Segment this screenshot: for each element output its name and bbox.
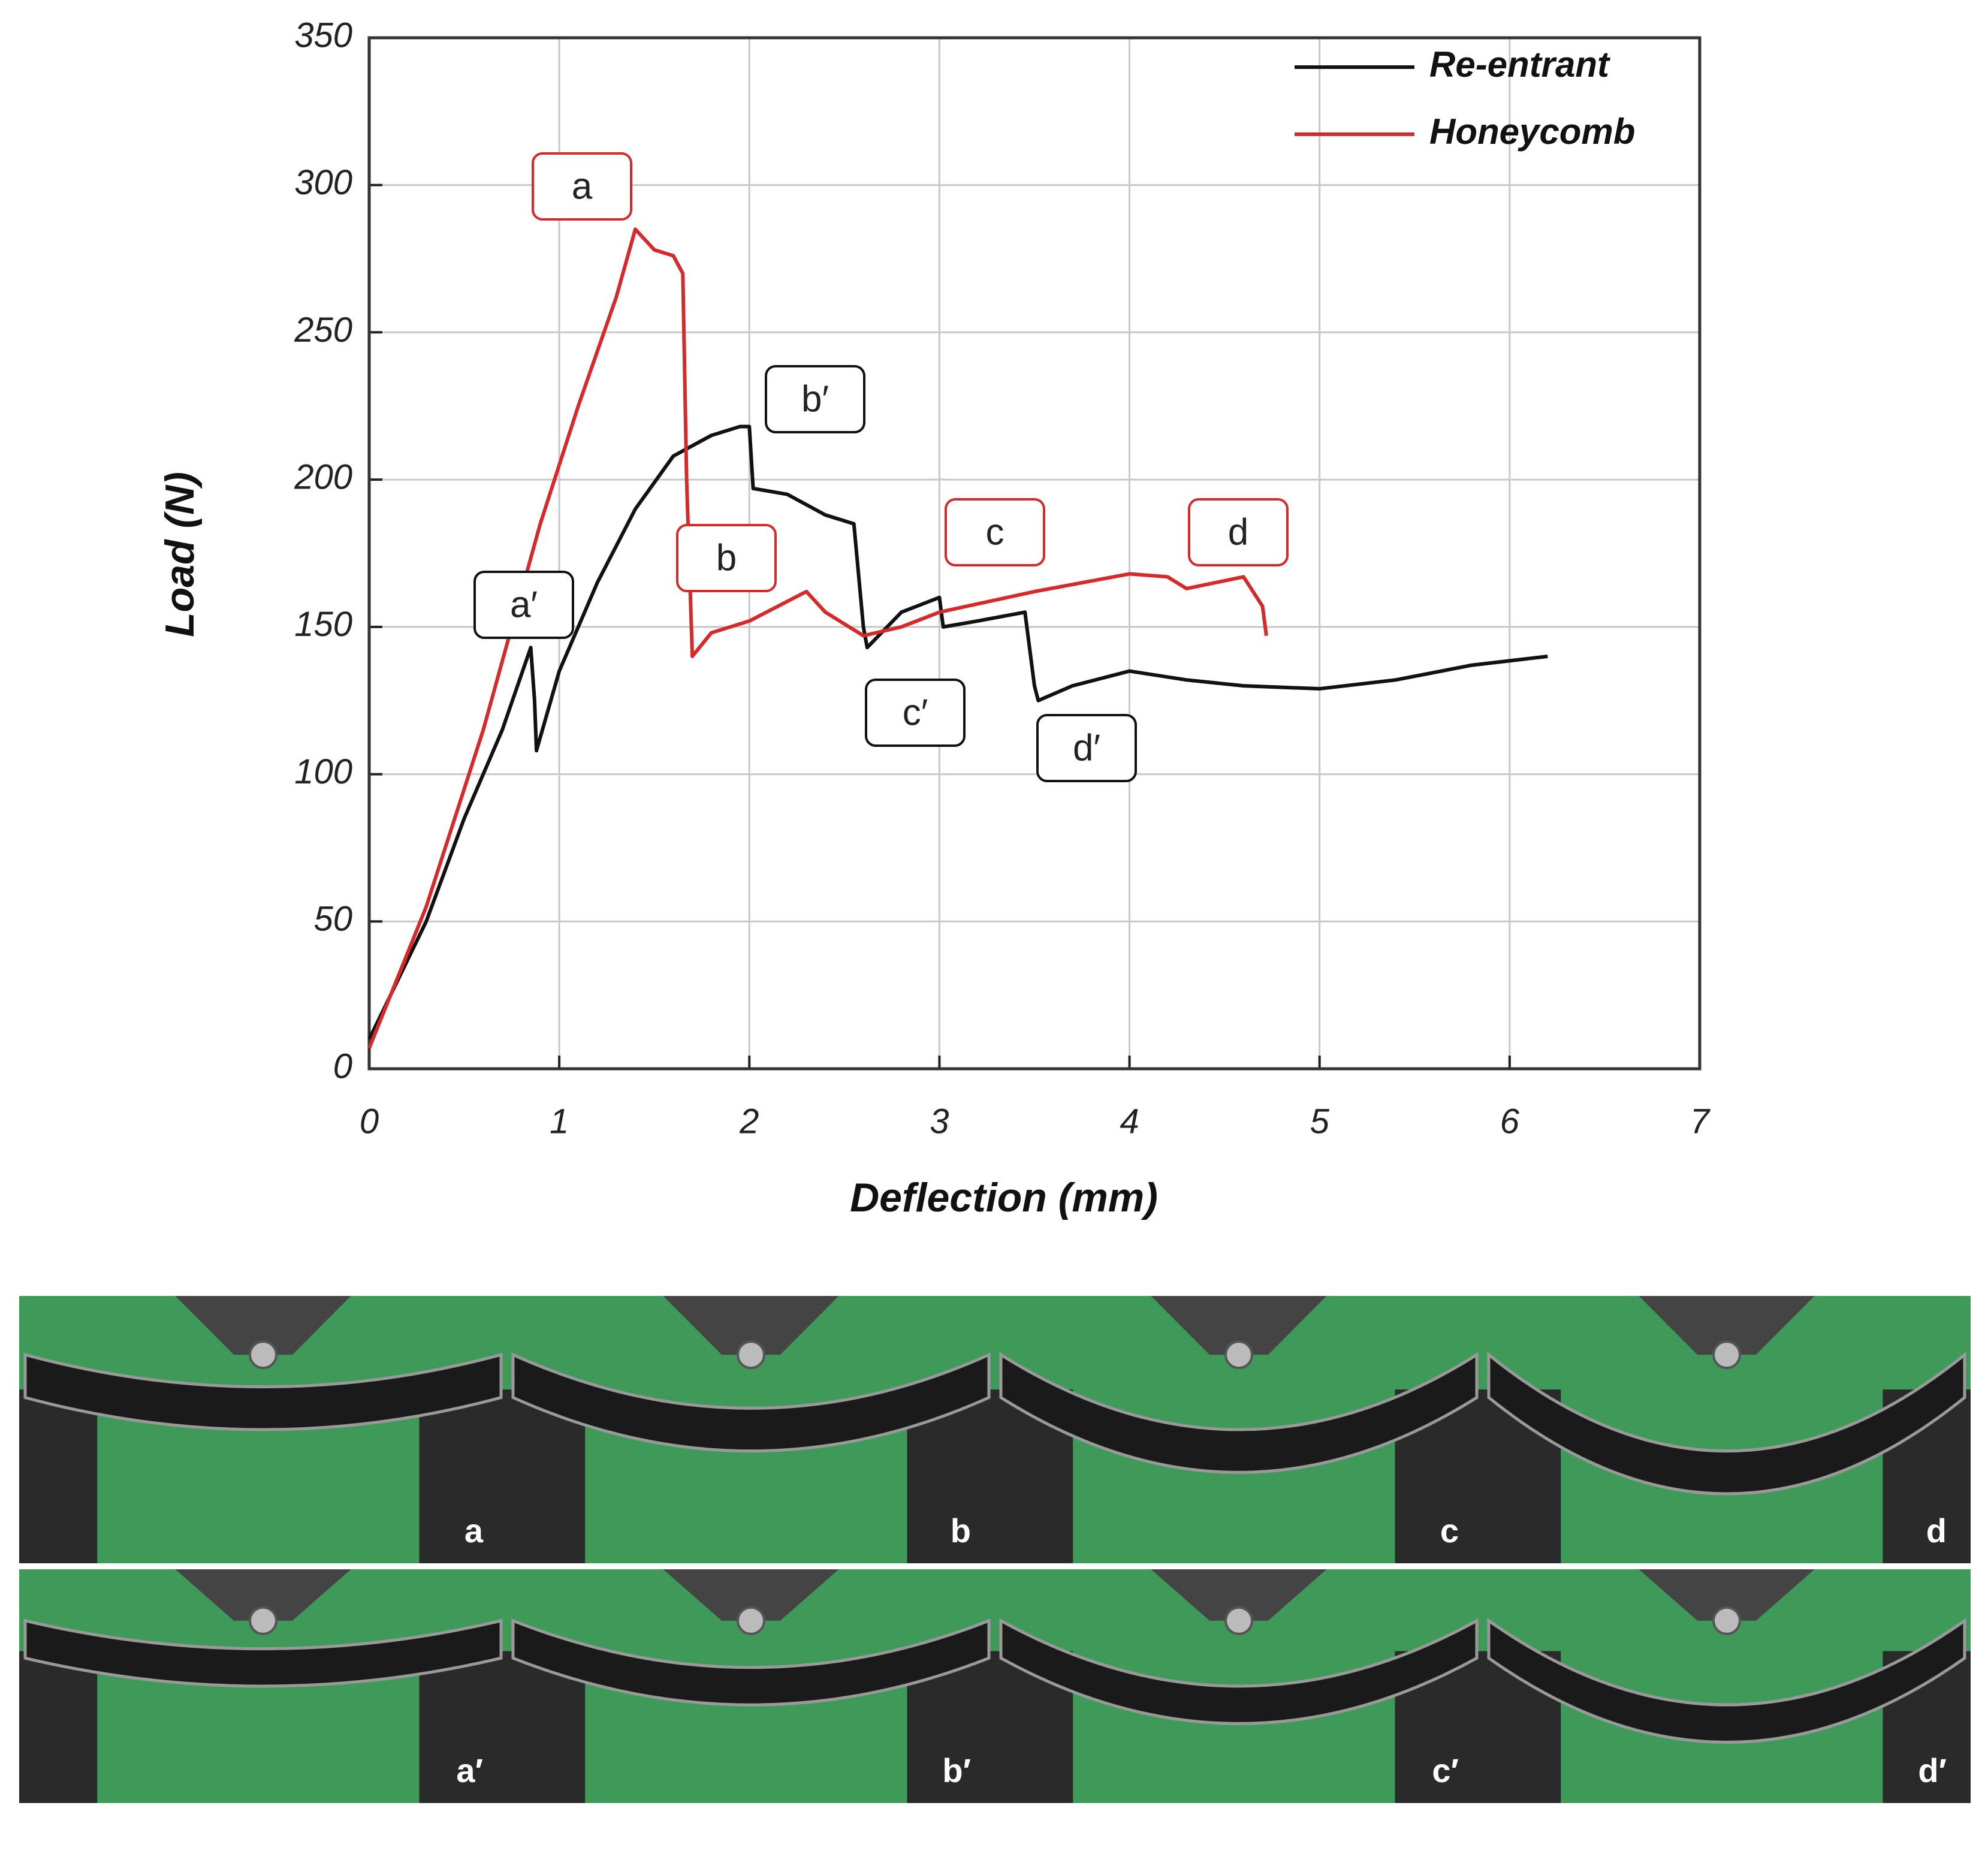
fixture-right — [419, 1389, 507, 1563]
specimen — [999, 1352, 1479, 1474]
y-tick-label: 300 — [294, 163, 352, 202]
photo-label: c — [1440, 1512, 1459, 1549]
y-tick-label: 100 — [294, 752, 352, 791]
indenter — [1639, 1296, 1815, 1355]
photo: a′ — [19, 1569, 507, 1803]
y-tick-label: 0 — [333, 1047, 352, 1086]
annotation: d′ — [1073, 727, 1100, 768]
annotation-box — [1036, 714, 1137, 782]
pin — [737, 1340, 765, 1370]
annotation-box — [473, 571, 574, 639]
photo-label: a — [464, 1512, 484, 1549]
pin — [1224, 1340, 1253, 1370]
photo: d′ — [1483, 1569, 1971, 1803]
y-tick-label: 250 — [294, 310, 352, 349]
y-tick-label: 150 — [294, 605, 352, 644]
specimen — [1487, 1617, 1966, 1744]
line — [367, 227, 1268, 1049]
annotation: d — [1228, 511, 1248, 553]
annotation: c — [986, 511, 1004, 553]
photo: c′ — [995, 1569, 1483, 1803]
specimen — [23, 1352, 503, 1431]
pin — [249, 1606, 277, 1635]
indenter — [663, 1296, 839, 1355]
x-tick-label: 5 — [1310, 1102, 1330, 1141]
legend-label: Honeycomb — [1429, 111, 1635, 152]
photo: b — [507, 1296, 995, 1563]
x-tick-label: 6 — [1500, 1102, 1520, 1141]
annotation-box — [765, 365, 865, 433]
photo: a — [19, 1296, 507, 1563]
photo: d — [1483, 1296, 1971, 1563]
photo-label: a′ — [456, 1752, 483, 1789]
annotation-box — [945, 498, 1045, 566]
indenter — [1639, 1569, 1815, 1621]
annotation: b′ — [801, 378, 829, 420]
specimen — [511, 1352, 991, 1453]
pin — [1712, 1340, 1741, 1370]
line — [367, 424, 1548, 1041]
indenter — [175, 1569, 351, 1621]
x-tick-label: 0 — [360, 1102, 379, 1141]
x-tick-label: 2 — [739, 1102, 759, 1141]
y-tick-label: 50 — [313, 900, 352, 939]
pin — [1712, 1606, 1741, 1635]
x-tick-label: 7 — [1690, 1102, 1711, 1141]
photo-label: b — [951, 1512, 971, 1549]
annotation: a — [572, 165, 593, 207]
photo-label: b′ — [942, 1752, 971, 1789]
annotation-box — [676, 524, 777, 592]
specimen — [511, 1618, 991, 1707]
y-tick-label: 350 — [294, 16, 352, 55]
y-axis-label: Load (N) — [157, 472, 203, 637]
pin — [737, 1606, 765, 1635]
y-tick-label: 200 — [294, 457, 352, 496]
specimen — [23, 1618, 503, 1688]
fixture-left — [19, 1651, 98, 1803]
fixture-left — [19, 1389, 98, 1563]
annotation: b — [716, 537, 737, 578]
indenter — [175, 1296, 351, 1355]
indenter — [663, 1569, 839, 1621]
x-axis-label: Deflection (mm) — [850, 1175, 1158, 1220]
photo-label: c′ — [1432, 1752, 1459, 1789]
annotation: a′ — [510, 584, 538, 625]
annotation-box — [865, 679, 966, 747]
indenter — [1151, 1569, 1327, 1621]
plot-frame — [367, 36, 1702, 1071]
x-tick-label: 3 — [930, 1102, 949, 1141]
annotation: c′ — [903, 692, 928, 733]
photo-label: d′ — [1918, 1752, 1947, 1789]
photo-label: d — [1926, 1512, 1947, 1549]
pin — [1224, 1606, 1253, 1635]
legend-label: Re-entrant — [1429, 44, 1611, 85]
indenter — [1151, 1296, 1327, 1355]
x-tick-label: 1 — [550, 1102, 569, 1141]
specimen — [1487, 1351, 1966, 1496]
pin — [249, 1340, 277, 1370]
photo: c — [995, 1296, 1483, 1563]
annotation-box — [1188, 498, 1289, 566]
photo: b′ — [507, 1569, 995, 1803]
specimen — [999, 1618, 1479, 1725]
annotation-box — [532, 152, 632, 221]
x-tick-label: 4 — [1120, 1102, 1139, 1141]
fixture-right — [419, 1651, 507, 1803]
